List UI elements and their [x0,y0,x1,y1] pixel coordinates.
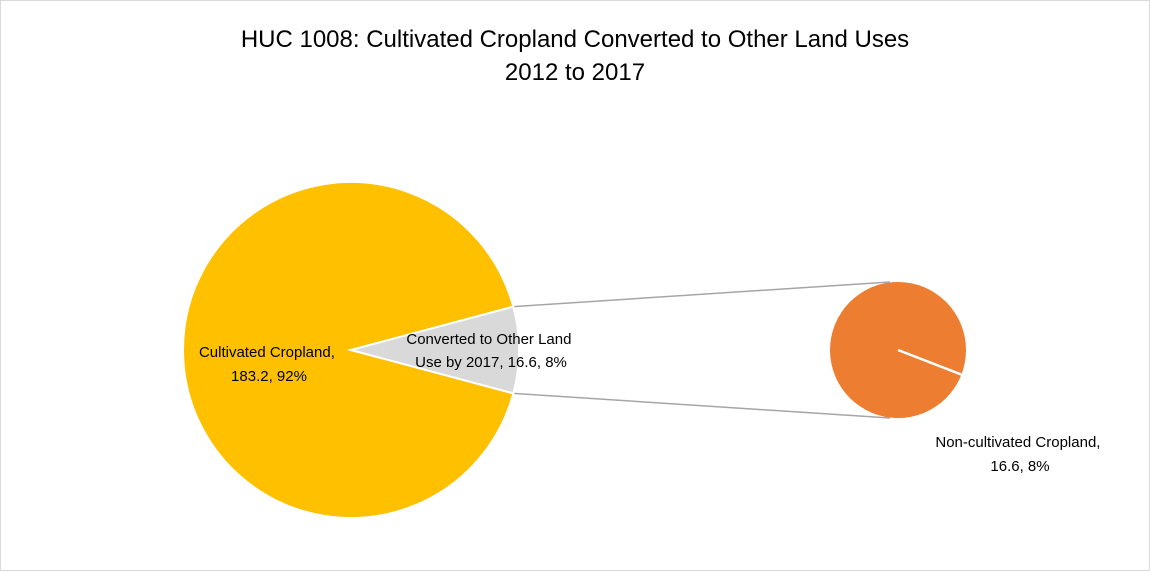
data-label-cultivated-line2: 183.2, 92% [231,368,307,385]
chart-title: HUC 1008: Cultivated Cropland Converted … [1,23,1149,89]
connector-line-top [513,281,891,308]
chart-title-line2: 2012 to 2017 [504,59,646,86]
data-label-non-cultivated-line2: 16.6, 8% [990,458,1049,475]
connector-line-bottom [513,392,891,419]
data-label-non-cultivated: Non-cultivated Cropland, 16.6, 8% [935,434,1104,475]
pie-slice-converted-to-other-land-use [347,305,520,395]
data-label-converted: Converted to Other Land Use by 2017, 16.… [406,331,575,371]
data-label-converted-line2: Use by 2017, 16.6, 8% [415,354,567,371]
data-label-converted-line1: Converted to Other Land [406,331,571,348]
secondary-pie-divider [897,348,962,376]
chart-title-line1: HUC 1008: Cultivated Cropland Converted … [240,26,910,53]
data-label-non-cultivated-line1: Non-cultivated Cropland, [935,434,1100,451]
data-label-cultivated-line1: Cultivated Cropland, [199,344,335,361]
data-label-cultivated-cropland: Cultivated Cropland, 183.2, 92% [199,344,339,385]
